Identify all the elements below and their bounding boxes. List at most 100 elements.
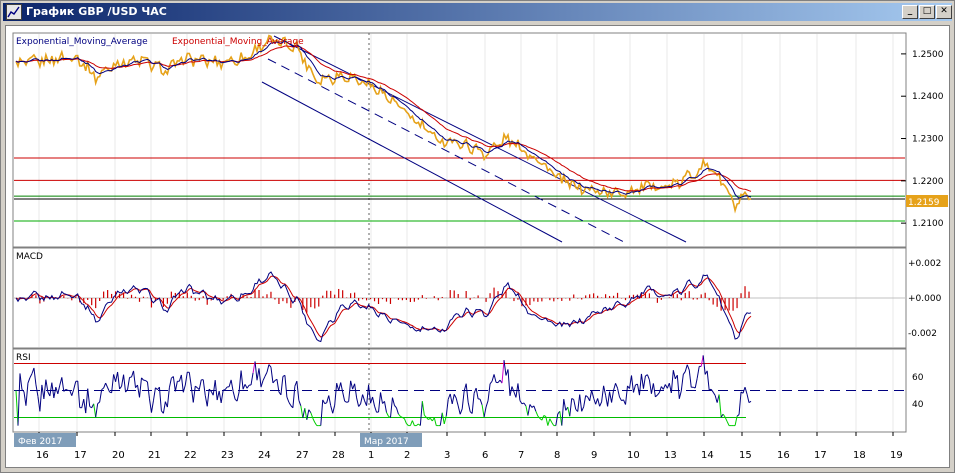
rsi-segment	[629, 375, 632, 389]
rsi-segment	[174, 381, 178, 392]
rsi-segment	[406, 423, 409, 426]
x-tick-label: 2	[404, 450, 410, 461]
rsi-segment	[81, 399, 85, 408]
x-tick-label: 21	[148, 450, 161, 461]
rsi-segment	[202, 379, 206, 396]
rsi-segment	[256, 368, 260, 381]
rsi-segment	[300, 405, 304, 419]
ema-legend-1: Exponential_Moving_Average	[16, 37, 148, 47]
rsi-segment	[563, 399, 567, 411]
rsi-segment	[101, 387, 104, 391]
close-button[interactable]: ✕	[936, 5, 952, 19]
macd-signal-line	[15, 275, 752, 338]
rsi-segment	[445, 399, 449, 417]
chart-area[interactable]: 1.2500 1.2400 1.2300 1.2200 1.2100 +0.002 +0.0…	[5, 25, 950, 468]
rsi-segment	[188, 372, 192, 387]
rsi-segment	[664, 384, 668, 389]
rsi-segment	[479, 399, 483, 406]
rsi-segment	[485, 400, 489, 408]
rsi-segment	[360, 394, 364, 404]
macd-tick-label: +0.002	[908, 259, 941, 269]
rsi-segment	[123, 374, 127, 393]
rsi-segment	[57, 385, 61, 395]
rsi-segment	[51, 382, 55, 399]
rsi-segment	[561, 399, 565, 426]
rsi-segment	[222, 389, 226, 391]
rsi-segment	[726, 421, 730, 426]
rsi-segment	[33, 367, 37, 385]
rsi-segment	[380, 392, 383, 404]
current-price-label: 1.2159	[908, 198, 940, 208]
rsi-segment	[384, 401, 387, 413]
rsi-segment	[150, 400, 154, 413]
maximize-button[interactable]: □	[919, 5, 935, 19]
rsi-segment	[310, 412, 314, 419]
title-bar[interactable]: График GBP /USD ЧАС _ □ ✕	[3, 3, 952, 21]
rsi-segment	[555, 413, 559, 426]
rsi-segment	[107, 387, 111, 393]
rsi-segment	[298, 400, 302, 407]
rsi-segment	[579, 394, 583, 412]
rsi-segment	[439, 412, 443, 426]
rsi-segment	[350, 380, 354, 390]
x-tick-label: 9	[591, 450, 597, 461]
rsi-segment	[461, 390, 465, 409]
rsi-segment	[559, 411, 563, 426]
rsi-segment	[684, 364, 688, 372]
chart-canvas[interactable]: 1.2500 1.2400 1.2300 1.2200 1.2100 +0.002 +0.0…	[6, 26, 951, 469]
rsi-segment	[391, 397, 395, 406]
rsi-segment	[83, 399, 87, 414]
rsi-segment	[720, 413, 724, 418]
rsi-segment	[304, 408, 308, 420]
rsi-segment	[443, 415, 447, 425]
x-tick-label: 3	[444, 450, 450, 461]
x-tick-label: 24	[258, 450, 271, 461]
rsi-segment	[465, 383, 469, 403]
rsi-segment	[595, 398, 599, 405]
x-tick-label: 28	[332, 450, 345, 461]
rsi-segment	[605, 395, 609, 407]
rsi-segment	[41, 384, 45, 400]
rsi-segment	[395, 407, 399, 415]
rsi-segment	[519, 400, 523, 405]
rsi-segment	[682, 371, 686, 375]
macd-tick-label: +0.000	[908, 294, 942, 304]
rsi-segment	[734, 416, 738, 426]
rsi-segment	[603, 385, 607, 396]
x-tick-label: 17	[74, 450, 87, 461]
rsi-segment	[744, 386, 748, 395]
rsi-segment	[99, 389, 103, 403]
rsi-segment	[320, 399, 324, 426]
rsi-segment	[27, 377, 31, 384]
rsi-segment	[541, 415, 545, 421]
rsi-segment	[738, 392, 742, 415]
rsi-legend: RSI	[16, 353, 31, 363]
rsi-segment	[146, 381, 150, 399]
rsi-segment	[141, 377, 144, 381]
rsi-segment	[491, 374, 495, 382]
rsi-segment	[182, 384, 186, 393]
minimize-button[interactable]: _	[902, 5, 918, 19]
rsi-segment	[709, 388, 712, 391]
x-tick-label: 10	[627, 450, 640, 461]
rsi-segment	[168, 378, 172, 388]
rsi-segment	[296, 381, 300, 401]
rsi-segment	[242, 384, 246, 390]
rsi-segment	[583, 395, 587, 407]
x-tick-label: 19	[890, 450, 903, 461]
rsi-segment	[340, 382, 344, 393]
current-price-badge	[906, 195, 948, 207]
x-tick-label: 7	[518, 450, 524, 461]
x-tick-label: 17	[814, 450, 827, 461]
rsi-segment	[425, 417, 429, 420]
rsi-segment	[455, 398, 459, 407]
rsi-segment	[362, 394, 366, 401]
rsi-segment	[262, 376, 266, 381]
rsi-segment	[611, 390, 615, 403]
rsi-segment	[266, 364, 270, 373]
rsi-segment	[712, 391, 716, 396]
rsi-segment	[148, 398, 152, 413]
rsi-segment	[672, 370, 676, 380]
rsi-segment	[286, 396, 290, 403]
rsi-segment	[115, 371, 119, 382]
